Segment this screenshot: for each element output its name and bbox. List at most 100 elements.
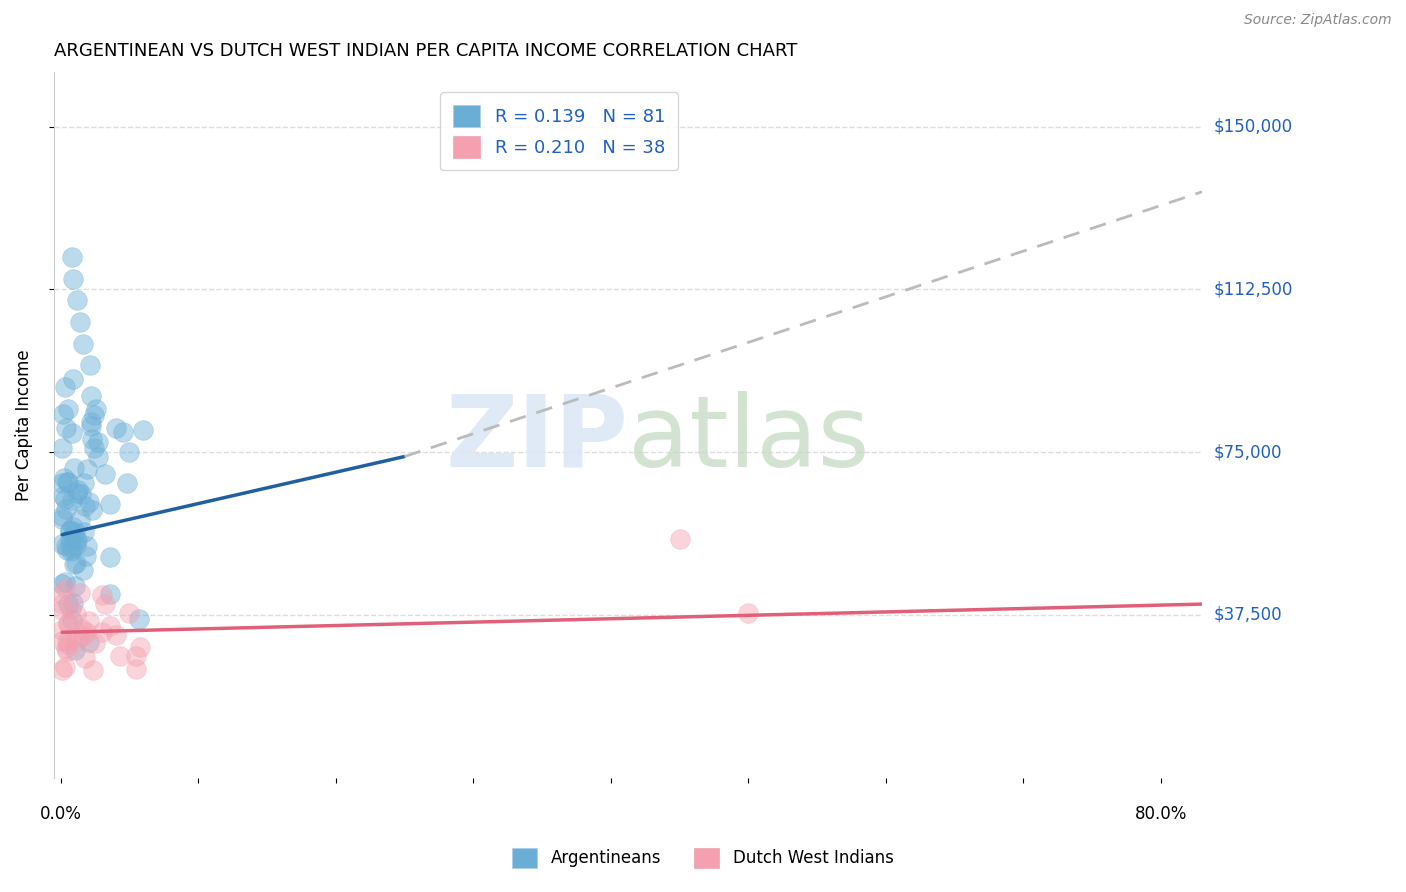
Argentineans [118, 445, 141, 459]
Dutch West Indians [51, 587, 73, 601]
Argentineans [55, 539, 77, 553]
Argentineans [80, 502, 103, 516]
Dutch West Indians [55, 640, 77, 655]
Argentineans [132, 424, 155, 438]
Dutch West Indians [53, 660, 76, 674]
Argentineans [51, 508, 73, 523]
Argentineans [60, 493, 83, 508]
Dutch West Indians [91, 625, 114, 640]
Dutch West Indians [51, 597, 73, 611]
Argentineans [69, 315, 91, 329]
Argentineans [56, 597, 79, 611]
Dutch West Indians [108, 648, 131, 663]
Dutch West Indians [65, 607, 87, 621]
Argentineans [72, 476, 94, 491]
Argentineans [63, 579, 86, 593]
Argentineans [93, 467, 115, 481]
Argentineans [59, 532, 82, 546]
Dutch West Indians [56, 616, 79, 631]
Argentineans [79, 359, 101, 373]
Argentineans [75, 549, 97, 563]
Argentineans [69, 512, 91, 526]
Dutch West Indians [91, 589, 114, 603]
Argentineans [83, 409, 105, 423]
Argentineans [72, 563, 94, 577]
Text: $150,000: $150,000 [1213, 118, 1292, 136]
Text: 80.0%: 80.0% [1135, 805, 1187, 823]
Argentineans [59, 544, 82, 558]
Argentineans [75, 500, 97, 514]
Argentineans [111, 425, 134, 440]
Argentineans [55, 491, 77, 506]
Argentineans [77, 494, 100, 508]
Argentineans [72, 336, 94, 351]
Dutch West Indians [125, 649, 148, 664]
Argentineans [55, 501, 77, 516]
Argentineans [115, 475, 138, 490]
Text: Source: ZipAtlas.com: Source: ZipAtlas.com [1244, 13, 1392, 28]
Argentineans [80, 389, 103, 403]
Argentineans [52, 489, 75, 503]
Argentineans [76, 462, 98, 476]
Argentineans [65, 556, 87, 570]
Argentineans [51, 512, 73, 526]
Argentineans [66, 486, 89, 500]
Argentineans [59, 523, 82, 537]
Dutch West Indians [66, 631, 89, 645]
Argentineans [53, 575, 76, 590]
Argentineans [51, 475, 73, 490]
Argentineans [63, 525, 86, 540]
Argentineans [82, 432, 104, 446]
Text: $37,500: $37,500 [1213, 606, 1282, 624]
Text: 0.0%: 0.0% [39, 805, 82, 823]
Text: $75,000: $75,000 [1213, 443, 1282, 461]
Argentineans [66, 533, 89, 547]
Argentineans [65, 538, 87, 552]
Argentineans [66, 293, 89, 308]
Argentineans [83, 441, 105, 455]
Dutch West Indians [75, 624, 97, 639]
Dutch West Indians [66, 634, 89, 648]
Argentineans [80, 419, 103, 434]
Dutch West Indians [98, 619, 121, 633]
Argentineans [62, 372, 84, 386]
Argentineans [60, 613, 83, 627]
Argentineans [51, 442, 73, 456]
Argentineans [87, 434, 110, 449]
Dutch West Indians [75, 651, 97, 665]
Argentineans [51, 577, 73, 591]
Argentineans [53, 380, 76, 394]
Dutch West Indians [51, 663, 73, 677]
Dutch West Indians [51, 623, 73, 637]
Argentineans [104, 421, 127, 435]
Argentineans [55, 421, 77, 435]
Dutch West Indians [51, 603, 73, 617]
Argentineans [59, 539, 82, 553]
Argentineans [52, 407, 75, 421]
Argentineans [62, 520, 84, 534]
Argentineans [98, 497, 121, 511]
Argentineans [52, 471, 75, 485]
Argentineans [62, 271, 84, 285]
Dutch West Indians [737, 606, 759, 620]
Argentineans [59, 524, 82, 538]
Dutch West Indians [118, 606, 141, 620]
Argentineans [63, 643, 86, 657]
Argentineans [62, 527, 84, 541]
Dutch West Indians [51, 634, 73, 648]
Dutch West Indians [58, 616, 80, 631]
Y-axis label: Per Capita Income: Per Capita Income [15, 350, 32, 501]
Dutch West Indians [668, 532, 690, 546]
Legend: R = 0.139   N = 81, R = 0.210   N = 38: R = 0.139 N = 81, R = 0.210 N = 38 [440, 92, 678, 170]
Dutch West Indians [70, 623, 93, 637]
Argentineans [70, 487, 93, 501]
Argentineans [86, 401, 108, 416]
Dutch West Indians [82, 663, 104, 677]
Argentineans [98, 587, 121, 601]
Argentineans [128, 612, 150, 626]
Argentineans [67, 483, 90, 498]
Dutch West Indians [93, 597, 115, 611]
Argentineans [87, 450, 110, 464]
Dutch West Indians [56, 637, 79, 651]
Argentineans [80, 415, 103, 429]
